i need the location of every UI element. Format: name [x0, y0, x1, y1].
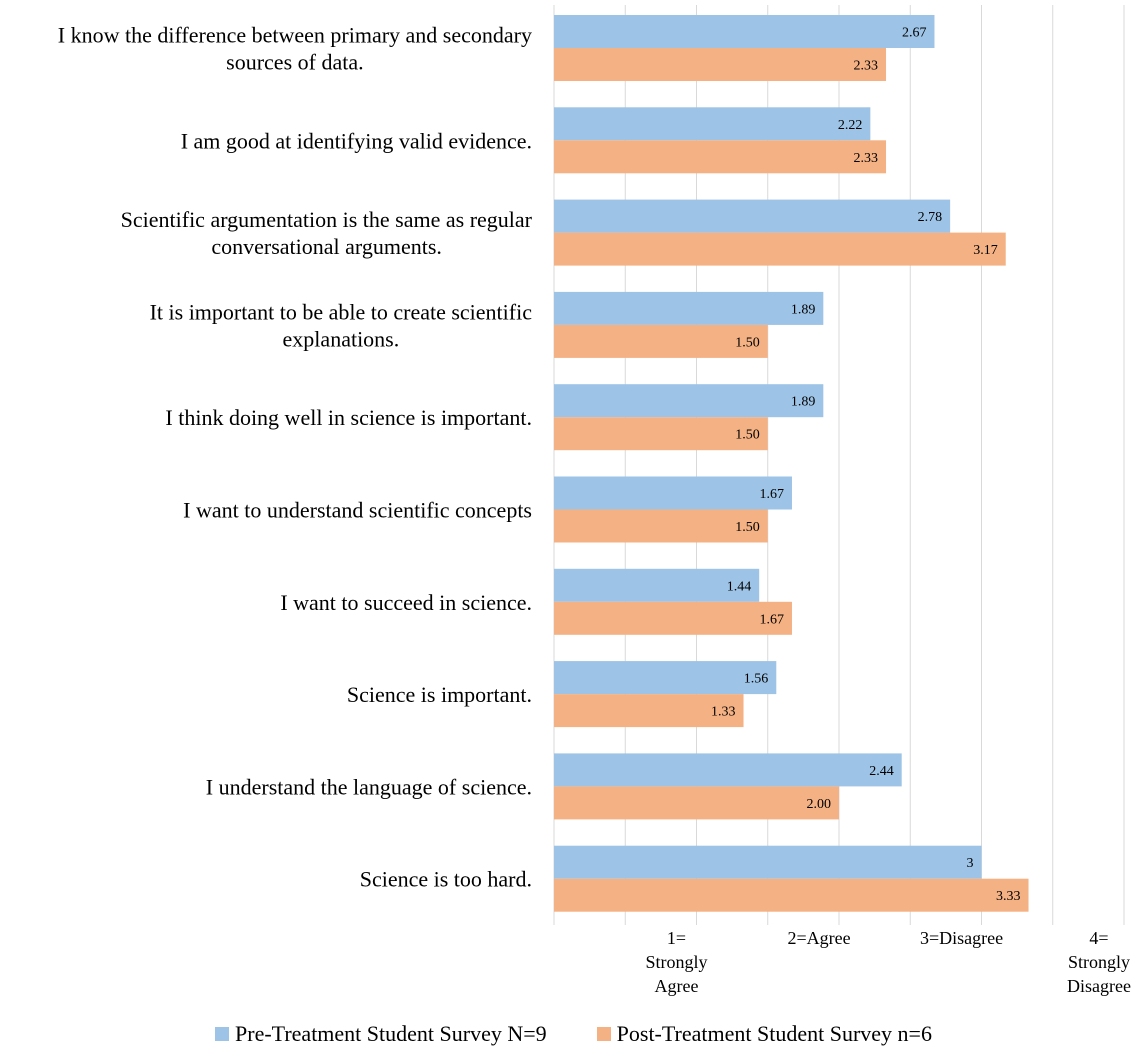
- x-tick-label: Agree: [655, 976, 699, 996]
- category-label: sources of data.: [226, 50, 363, 75]
- x-tick-label: Strongly: [1068, 952, 1130, 972]
- bar-post: [554, 417, 768, 451]
- bar-post: [554, 878, 1029, 912]
- category-label: I understand the language of science.: [206, 774, 532, 799]
- x-tick-label: 4=: [1089, 928, 1108, 948]
- legend-item-post: Post-Treatment Student Survey n=6: [596, 1021, 932, 1047]
- bar-pre: [554, 291, 824, 325]
- bar-pre: [554, 384, 824, 418]
- data-label: 2.33: [854, 151, 879, 166]
- legend-swatch-pre: [215, 1027, 230, 1041]
- bar-post: [554, 694, 744, 728]
- category-label: Science is important.: [347, 682, 532, 707]
- bar-pre: [554, 107, 871, 141]
- category-label: conversational arguments.: [211, 234, 442, 259]
- category-label: I am good at identifying valid evidence.: [181, 128, 532, 153]
- data-label: 2.33: [854, 59, 879, 74]
- category-label: explanations.: [283, 326, 400, 351]
- bar-post: [554, 601, 792, 635]
- bar-post: [554, 786, 839, 820]
- data-label: 1.89: [791, 302, 816, 317]
- data-label: 2.67: [902, 26, 927, 41]
- data-label: 2.78: [918, 210, 943, 225]
- bar-pre: [554, 845, 982, 879]
- data-label: 1.50: [735, 520, 760, 535]
- bar-pre: [554, 476, 792, 510]
- category-label: Science is too hard.: [360, 867, 532, 892]
- category-label: I know the difference between primary an…: [58, 23, 532, 48]
- category-label: I want to understand scientific concepts: [183, 498, 532, 523]
- data-label: 3.33: [996, 889, 1021, 904]
- bar-post: [554, 509, 768, 543]
- bar-pre: [554, 199, 951, 233]
- data-label: 1.33: [711, 705, 736, 720]
- data-label: 3.17: [973, 243, 998, 258]
- bar-pre: [554, 661, 777, 695]
- survey-bar-chart: 2.67 2.33 I know the difference between pr…: [58, 5, 1131, 996]
- data-label: 2.00: [807, 797, 832, 812]
- category-label: I want to succeed in science.: [280, 590, 532, 615]
- chart-legend: Pre-Treatment Student Survey N=9 Post-Tr…: [0, 1020, 1147, 1048]
- x-tick-label: 3=Disagree: [920, 928, 1003, 948]
- legend-item-pre: Pre-Treatment Student Survey N=9: [215, 1021, 547, 1047]
- category-label: Scientific argumentation is the same as …: [121, 207, 533, 232]
- data-label: 1.44: [727, 579, 752, 594]
- x-tick-label: 2=Agree: [787, 928, 850, 948]
- bar-pre: [554, 568, 760, 602]
- bar-post: [554, 48, 887, 81]
- data-label: 2.44: [869, 764, 894, 779]
- bar-pre: [554, 15, 935, 48]
- data-label: 1.56: [744, 672, 769, 687]
- data-label: 1.67: [759, 612, 784, 627]
- legend-label-post: Post-Treatment Student Survey n=6: [616, 1021, 932, 1046]
- bar-post: [554, 324, 768, 358]
- category-label: It is important to be able to create sci…: [150, 299, 533, 324]
- category-label: I think doing well in science is importa…: [165, 405, 532, 430]
- bar-post: [554, 140, 887, 174]
- data-label: 1.50: [735, 428, 760, 443]
- data-label: 2.22: [838, 118, 863, 133]
- x-tick-label: Disagree: [1067, 976, 1131, 996]
- data-label: 3: [967, 856, 974, 871]
- x-tick-label: Strongly: [645, 952, 707, 972]
- bar-pre: [554, 753, 902, 787]
- legend-swatch-post: [596, 1027, 611, 1041]
- data-label: 1.50: [735, 335, 760, 350]
- bar-post: [554, 232, 1006, 266]
- data-label: 1.67: [759, 487, 784, 502]
- data-label: 1.89: [791, 395, 816, 410]
- legend-label-pre: Pre-Treatment Student Survey N=9: [235, 1021, 547, 1046]
- x-tick-label: 1=: [667, 928, 686, 948]
